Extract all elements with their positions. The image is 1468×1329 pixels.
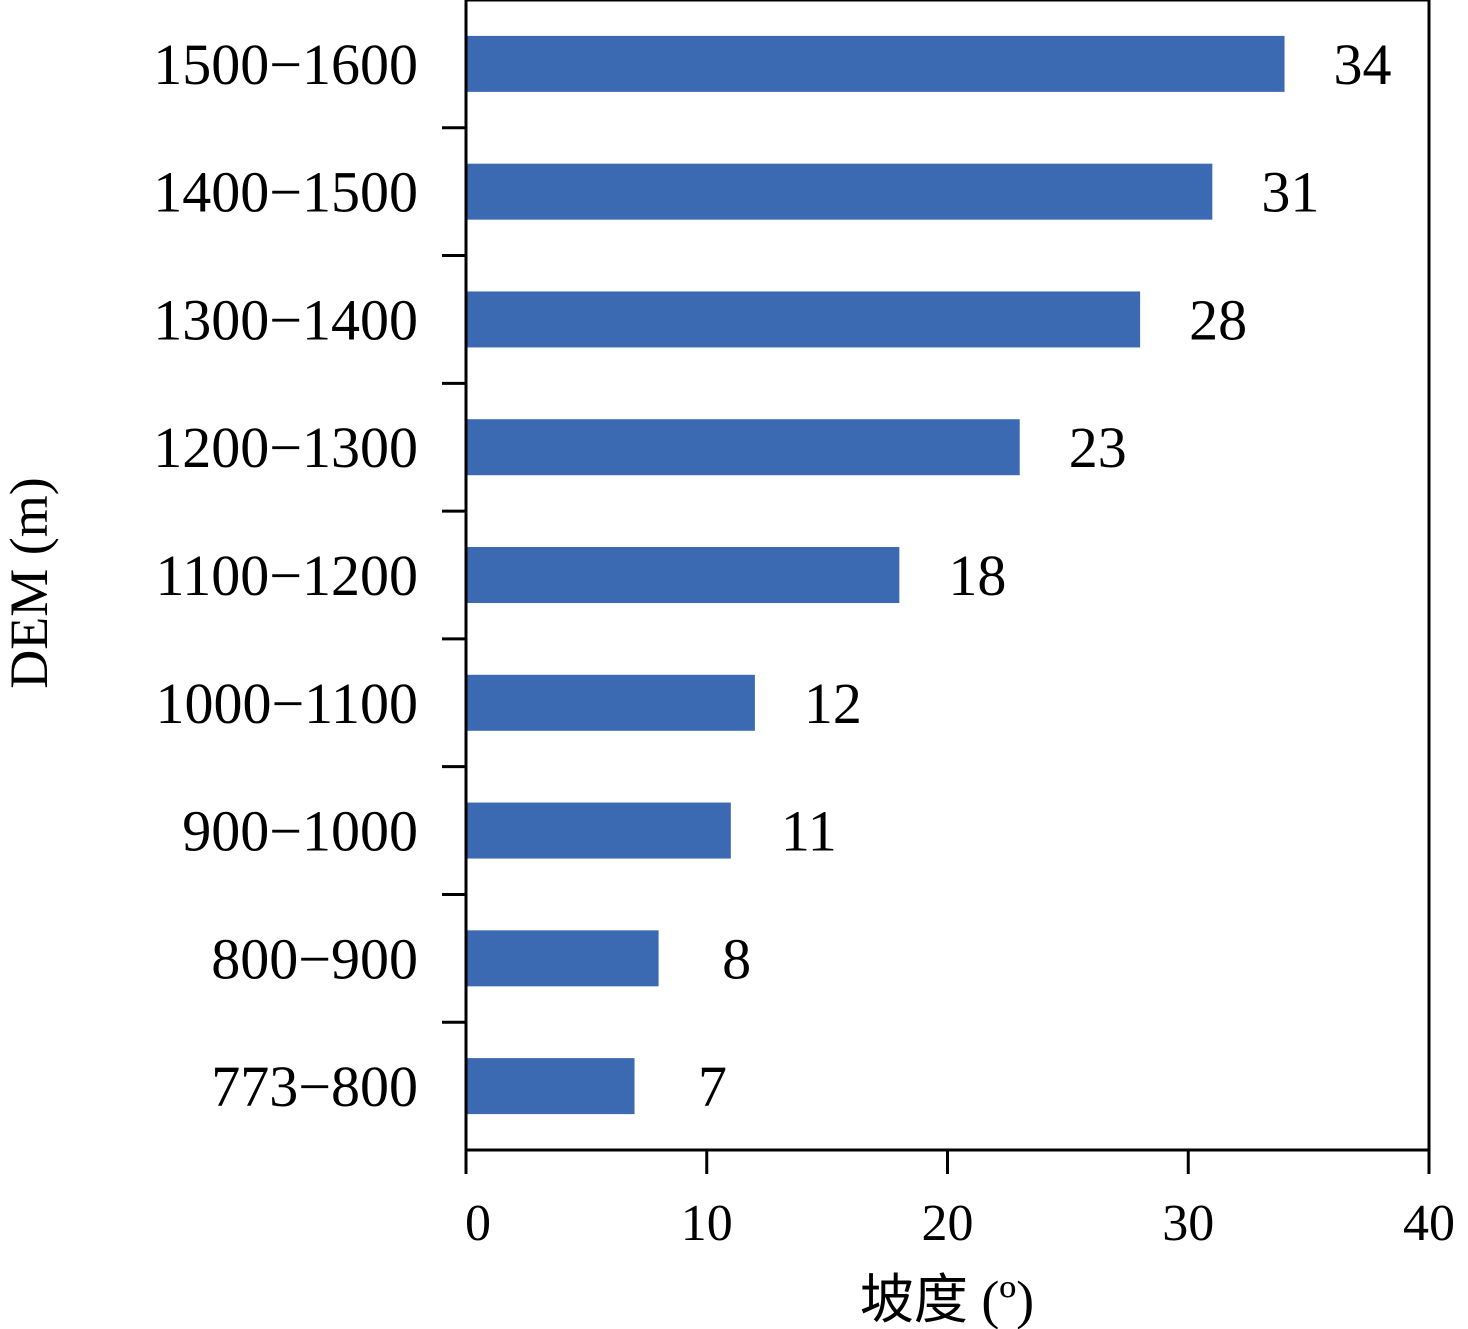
category-label: 1000−1100	[155, 671, 418, 736]
bar	[466, 419, 1020, 476]
bar-value-label: 23	[1069, 415, 1127, 480]
bar	[466, 930, 659, 987]
plot-frame	[464, 0, 1431, 1152]
bar	[466, 547, 900, 603]
bar-value-label: 34	[1334, 32, 1392, 97]
category-label: 1100−1200	[155, 543, 418, 608]
category-label: 1200−1300	[153, 415, 418, 480]
bar	[466, 1058, 635, 1115]
bar	[466, 674, 755, 731]
x-tick-label: 20	[922, 1195, 974, 1252]
bar-value-label: 28	[1189, 287, 1247, 352]
y-axis-title: DEM (m)	[0, 477, 59, 688]
category-label: 1400−1500	[153, 160, 418, 225]
bar	[466, 291, 1141, 348]
bar-value-label: 8	[722, 926, 751, 991]
category-label: 900−1000	[182, 799, 418, 864]
y-axis-ticks	[442, 126, 466, 1024]
bar-value-label: 7	[698, 1054, 727, 1119]
x-axis-title: 坡度 (º)	[860, 1270, 1034, 1329]
x-tick-label: 30	[1162, 1195, 1214, 1252]
category-label: 1300−1400	[153, 287, 418, 352]
category-labels-group: 773−800 800−900 900−1000 1000−1100 1100−1200…	[153, 32, 418, 1119]
bar-value-label: 11	[781, 799, 837, 864]
x-axis-ticks	[464, 1150, 1431, 1174]
bar-value-label: 12	[804, 671, 862, 736]
bar	[466, 802, 731, 859]
x-tick-label: 40	[1403, 1195, 1455, 1252]
x-tick-labels-group: 0 10 20 30 40	[465, 1195, 1455, 1252]
category-label: 1500−1600	[153, 32, 418, 97]
bar-value-label: 31	[1261, 160, 1319, 225]
bars-group	[466, 35, 1285, 1115]
bar-value-label: 18	[948, 543, 1006, 608]
x-tick-label: 0	[465, 1195, 491, 1252]
bar	[466, 35, 1285, 92]
x-tick-label: 10	[681, 1195, 733, 1252]
bar	[466, 163, 1213, 220]
category-label: 800−900	[211, 926, 418, 991]
category-label: 773−800	[211, 1054, 418, 1119]
